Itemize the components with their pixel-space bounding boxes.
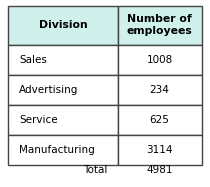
Bar	[8, 45, 118, 75]
Text: Sales: Sales	[19, 55, 47, 65]
Text: 4981: 4981	[146, 165, 173, 175]
Bar	[118, 135, 202, 165]
Bar	[8, 6, 118, 45]
Bar	[118, 45, 202, 75]
Bar	[8, 75, 118, 105]
Text: Service: Service	[19, 115, 58, 125]
Text: 625: 625	[150, 115, 169, 125]
Text: 234: 234	[150, 85, 169, 95]
Bar	[118, 6, 202, 45]
Bar	[118, 105, 202, 135]
Text: Number of
employees: Number of employees	[127, 14, 192, 36]
Text: Total: Total	[83, 165, 107, 175]
Text: 3114: 3114	[146, 145, 173, 155]
Text: Manufacturing: Manufacturing	[19, 145, 95, 155]
Text: 1008: 1008	[146, 55, 173, 65]
Text: Advertising: Advertising	[19, 85, 78, 95]
Text: Division: Division	[39, 20, 87, 30]
Bar	[118, 75, 202, 105]
Bar	[8, 105, 118, 135]
Bar	[8, 135, 118, 165]
